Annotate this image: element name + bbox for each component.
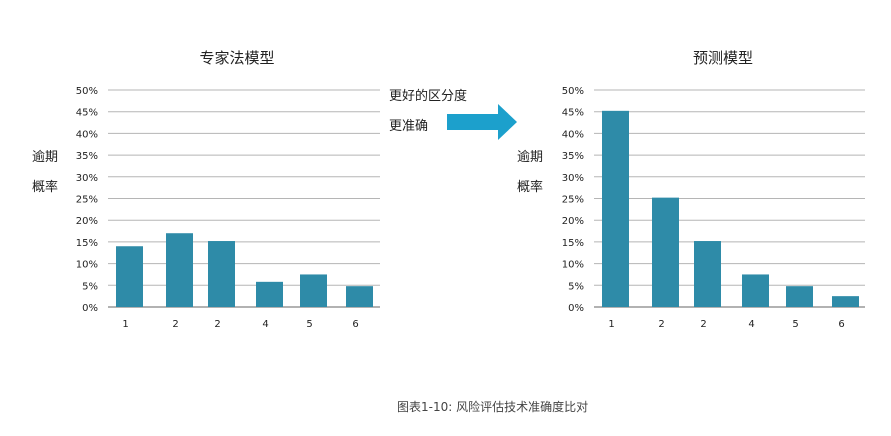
right-arrow-icon: [447, 104, 517, 140]
y-tick-label: 10%: [76, 260, 98, 271]
x-tick-label: 1: [608, 319, 614, 330]
x-tick-label: 2: [214, 319, 220, 330]
y-tick-label: 10%: [562, 260, 584, 271]
bar: [300, 274, 327, 307]
x-tick-label: 2: [700, 319, 706, 330]
y-tick-label: 45%: [76, 108, 98, 119]
x-tick-label: 1: [122, 319, 128, 330]
y-tick-label: 50%: [562, 86, 584, 97]
y-axis-label: 概率: [32, 179, 58, 195]
y-tick-label: 15%: [76, 238, 98, 249]
bar: [346, 286, 373, 307]
y-tick-label: 0%: [568, 303, 584, 314]
y-tick-label: 50%: [76, 86, 98, 97]
y-tick-label: 40%: [562, 129, 584, 140]
x-tick-label: 2: [658, 319, 664, 330]
y-tick-label: 30%: [562, 173, 584, 184]
y-tick-label: 20%: [76, 216, 98, 227]
bar: [602, 110, 629, 307]
bar: [694, 241, 721, 307]
y-tick-label: 20%: [562, 216, 584, 227]
bar: [832, 296, 859, 307]
x-tick-label: 6: [838, 319, 844, 330]
y-tick-label: 25%: [562, 195, 584, 206]
y-tick-label: 40%: [76, 129, 98, 140]
bar: [208, 241, 235, 307]
chart-title: 专家法模型: [199, 49, 274, 67]
y-tick-label: 35%: [76, 151, 98, 162]
figure-caption: 图表1-10: 风险评估技术准确度比对: [397, 399, 588, 414]
y-tick-label: 5%: [82, 281, 98, 292]
y-axis-label: 概率: [517, 179, 543, 195]
y-tick-label: 5%: [568, 281, 584, 292]
bar: [166, 233, 193, 307]
comparison-callout: 更好的区分度 更准确: [389, 88, 517, 140]
x-tick-label: 6: [352, 319, 358, 330]
x-tick-label: 2: [172, 319, 178, 330]
x-tick-label: 4: [748, 319, 754, 330]
y-axis-label: 逾期: [32, 150, 58, 165]
bar: [256, 281, 283, 307]
x-tick-label: 4: [262, 319, 268, 330]
bar: [116, 246, 143, 307]
arrow-text-more-accurate: 更准确: [389, 119, 428, 134]
y-tick-label: 15%: [562, 238, 584, 249]
y-tick-label: 35%: [562, 151, 584, 162]
x-tick-label: 5: [306, 319, 312, 330]
bar: [652, 197, 679, 307]
y-tick-label: 0%: [82, 303, 98, 314]
bar: [742, 274, 769, 307]
bar: [786, 286, 813, 307]
chart-title: 预测模型: [693, 49, 753, 67]
y-axis-label: 逾期: [517, 150, 543, 165]
arrow-text-better-discrimination: 更好的区分度: [389, 88, 467, 104]
x-tick-label: 5: [792, 319, 798, 330]
y-tick-label: 30%: [76, 173, 98, 184]
y-tick-label: 25%: [76, 195, 98, 206]
y-tick-label: 45%: [562, 108, 584, 119]
